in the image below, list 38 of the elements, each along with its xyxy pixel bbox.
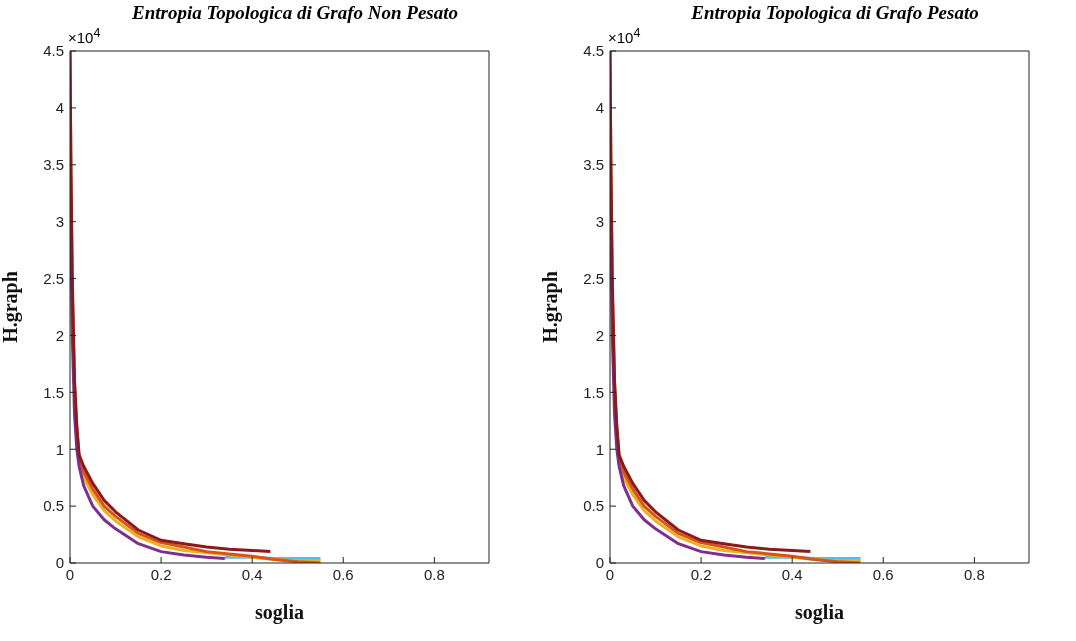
line-series [70,51,272,554]
x-axis-title: soglia [255,601,304,624]
y-tick-label: 1 [55,440,64,458]
y-tick-label: 4.5 [43,42,64,60]
line-series [610,51,812,554]
y-tick-label: 4 [55,99,64,117]
y-tick-label: 1.5 [43,383,64,401]
y-tick-label: 4.5 [583,42,604,60]
y-tick-label: 3.5 [583,156,604,174]
x-tick-label: 0.8 [963,565,985,583]
x-tick-label: 0.6 [872,565,894,583]
x-tick-label: 0.4 [241,565,263,583]
x-tick-label: 0.6 [332,565,354,583]
y-tick-label: 4 [595,99,604,117]
y-tick-label: 1.5 [583,383,604,401]
text: ×10$^{4}$ [608,26,641,46]
y-tick-label: 1 [595,440,604,458]
chart-title: Entropia Topologica di Grafo Non Pesato [131,2,459,24]
y-tick-label: 3.5 [43,156,64,174]
y-tick-label: 2.5 [583,269,604,287]
x-tick-label: 0.8 [423,565,445,583]
x-tick-label: 0.2 [150,565,172,583]
y-tick-label: 3 [595,212,604,230]
x-tick-label: 0.2 [690,565,712,583]
y-tick-label: 3 [55,212,64,230]
x-axis-title: soglia [795,601,844,624]
y-tick-label: 2.5 [43,269,64,287]
y-tick-label: 0 [55,554,64,572]
y-tick-label: 0.5 [583,497,604,515]
chart-title: Entropia Topologica di Grafo Pesato [690,2,980,24]
x-tick-label: 0.4 [781,565,803,583]
y-tick-label: 2 [55,326,64,344]
text: ×10$^{4}$ [68,26,101,46]
y-tick-label: 0 [595,554,604,572]
y-tick-label: 2 [595,326,604,344]
y-axis-title: H.graph [539,271,563,343]
y-tick-label: 0.5 [43,497,64,515]
y-axis-title: H.graph [0,271,23,343]
